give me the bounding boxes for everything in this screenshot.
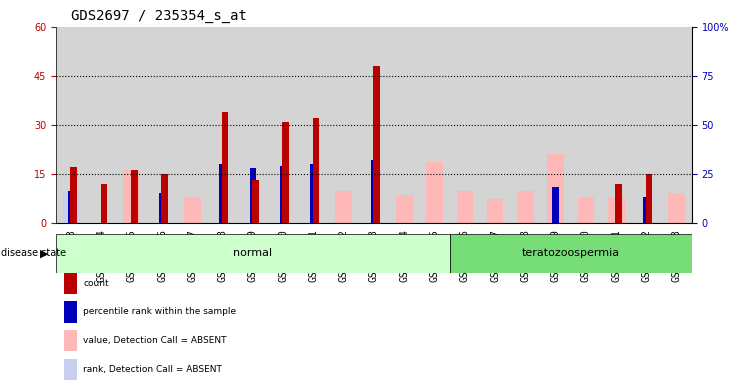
Bar [184, 197, 200, 223]
Bar [601, 27, 631, 223]
Bar [577, 197, 594, 223]
Bar [268, 27, 298, 223]
Bar [608, 197, 625, 223]
Bar [608, 199, 625, 223]
Bar [371, 160, 377, 223]
Bar [669, 194, 685, 223]
Bar [616, 184, 622, 223]
Bar [335, 191, 352, 223]
Bar [219, 164, 226, 223]
Bar [359, 27, 389, 223]
Text: GDS2697 / 235354_s_at: GDS2697 / 235354_s_at [71, 9, 247, 23]
Bar [250, 168, 257, 223]
Bar [643, 197, 650, 223]
Bar [117, 27, 147, 223]
Bar [313, 118, 319, 223]
Bar [669, 194, 685, 223]
Text: disease state: disease state [1, 248, 66, 258]
Bar [487, 199, 503, 223]
Bar [396, 195, 413, 223]
Bar [161, 174, 168, 223]
Bar [571, 27, 601, 223]
Bar [480, 27, 510, 223]
Bar [426, 170, 443, 223]
Text: teratozoospermia: teratozoospermia [522, 248, 620, 258]
Bar [426, 162, 443, 223]
Bar [389, 27, 420, 223]
Text: rank, Detection Call = ABSENT: rank, Detection Call = ABSENT [83, 365, 222, 374]
Bar [541, 27, 571, 223]
Bar [450, 234, 692, 273]
Bar [420, 27, 450, 223]
Bar [56, 234, 450, 273]
Bar [123, 170, 140, 223]
Bar [298, 27, 328, 223]
Text: normal: normal [233, 248, 272, 258]
Bar [159, 194, 165, 223]
Bar [63, 194, 79, 223]
Bar [207, 27, 238, 223]
Bar [177, 27, 207, 223]
Bar [221, 112, 228, 223]
Text: ▶: ▶ [40, 248, 49, 258]
Bar [456, 191, 473, 223]
Bar [577, 197, 594, 223]
Bar [328, 27, 359, 223]
Bar [517, 191, 534, 223]
Bar [310, 164, 316, 223]
Text: percentile rank within the sample: percentile rank within the sample [83, 308, 236, 316]
Bar [280, 166, 286, 223]
Bar [373, 66, 380, 223]
Bar [86, 27, 117, 223]
Bar [123, 180, 140, 223]
Bar [131, 170, 138, 223]
Bar [631, 27, 662, 223]
Bar [510, 27, 541, 223]
Bar [68, 191, 75, 223]
Text: value, Detection Call = ABSENT: value, Detection Call = ABSENT [83, 336, 227, 345]
Bar [282, 121, 289, 223]
Bar [548, 154, 564, 223]
Bar [252, 180, 259, 223]
Bar [548, 168, 564, 223]
Bar [646, 174, 652, 223]
Text: count: count [83, 279, 108, 288]
Bar [238, 27, 268, 223]
Bar [56, 27, 86, 223]
Bar [552, 187, 559, 223]
Bar [147, 27, 177, 223]
Bar [100, 184, 107, 223]
Bar [70, 167, 77, 223]
Bar [450, 27, 480, 223]
Bar [662, 27, 692, 223]
